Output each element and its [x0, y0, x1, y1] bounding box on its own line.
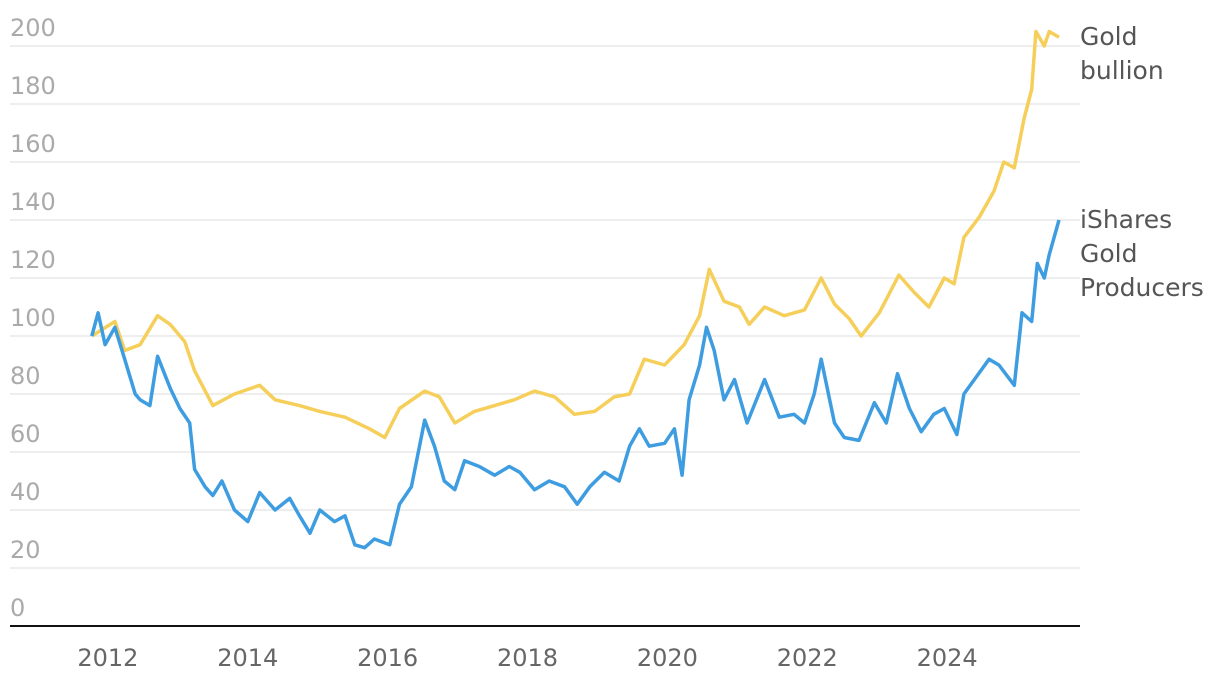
y-tick-label: 60	[10, 420, 41, 448]
x-tick-label: 2016	[357, 644, 418, 672]
y-tick-label: 80	[10, 362, 41, 390]
y-tick-label: 0	[10, 594, 25, 622]
y-tick-label: 100	[10, 304, 56, 332]
x-tick-label: 2024	[917, 644, 978, 672]
x-tick-label: 2020	[637, 644, 698, 672]
series-label: iShares Gold Producers	[1080, 205, 1204, 302]
x-tick-label: 2012	[77, 644, 138, 672]
y-tick-label: 20	[10, 536, 41, 564]
y-tick-label: 140	[10, 188, 56, 216]
y-tick-label: 160	[10, 130, 56, 158]
y-tick-label: 200	[10, 14, 56, 42]
series-line	[90, 29, 1060, 440]
y-tick-label: 120	[10, 246, 56, 274]
x-tick-label: 2014	[217, 644, 278, 672]
x-tick-label: 2022	[777, 644, 838, 672]
y-tick-label: 180	[10, 72, 56, 100]
series-line	[90, 219, 1061, 550]
series-label: Gold bullion	[1080, 22, 1164, 86]
y-tick-label: 40	[10, 478, 41, 506]
x-tick-label: 2018	[497, 644, 558, 672]
